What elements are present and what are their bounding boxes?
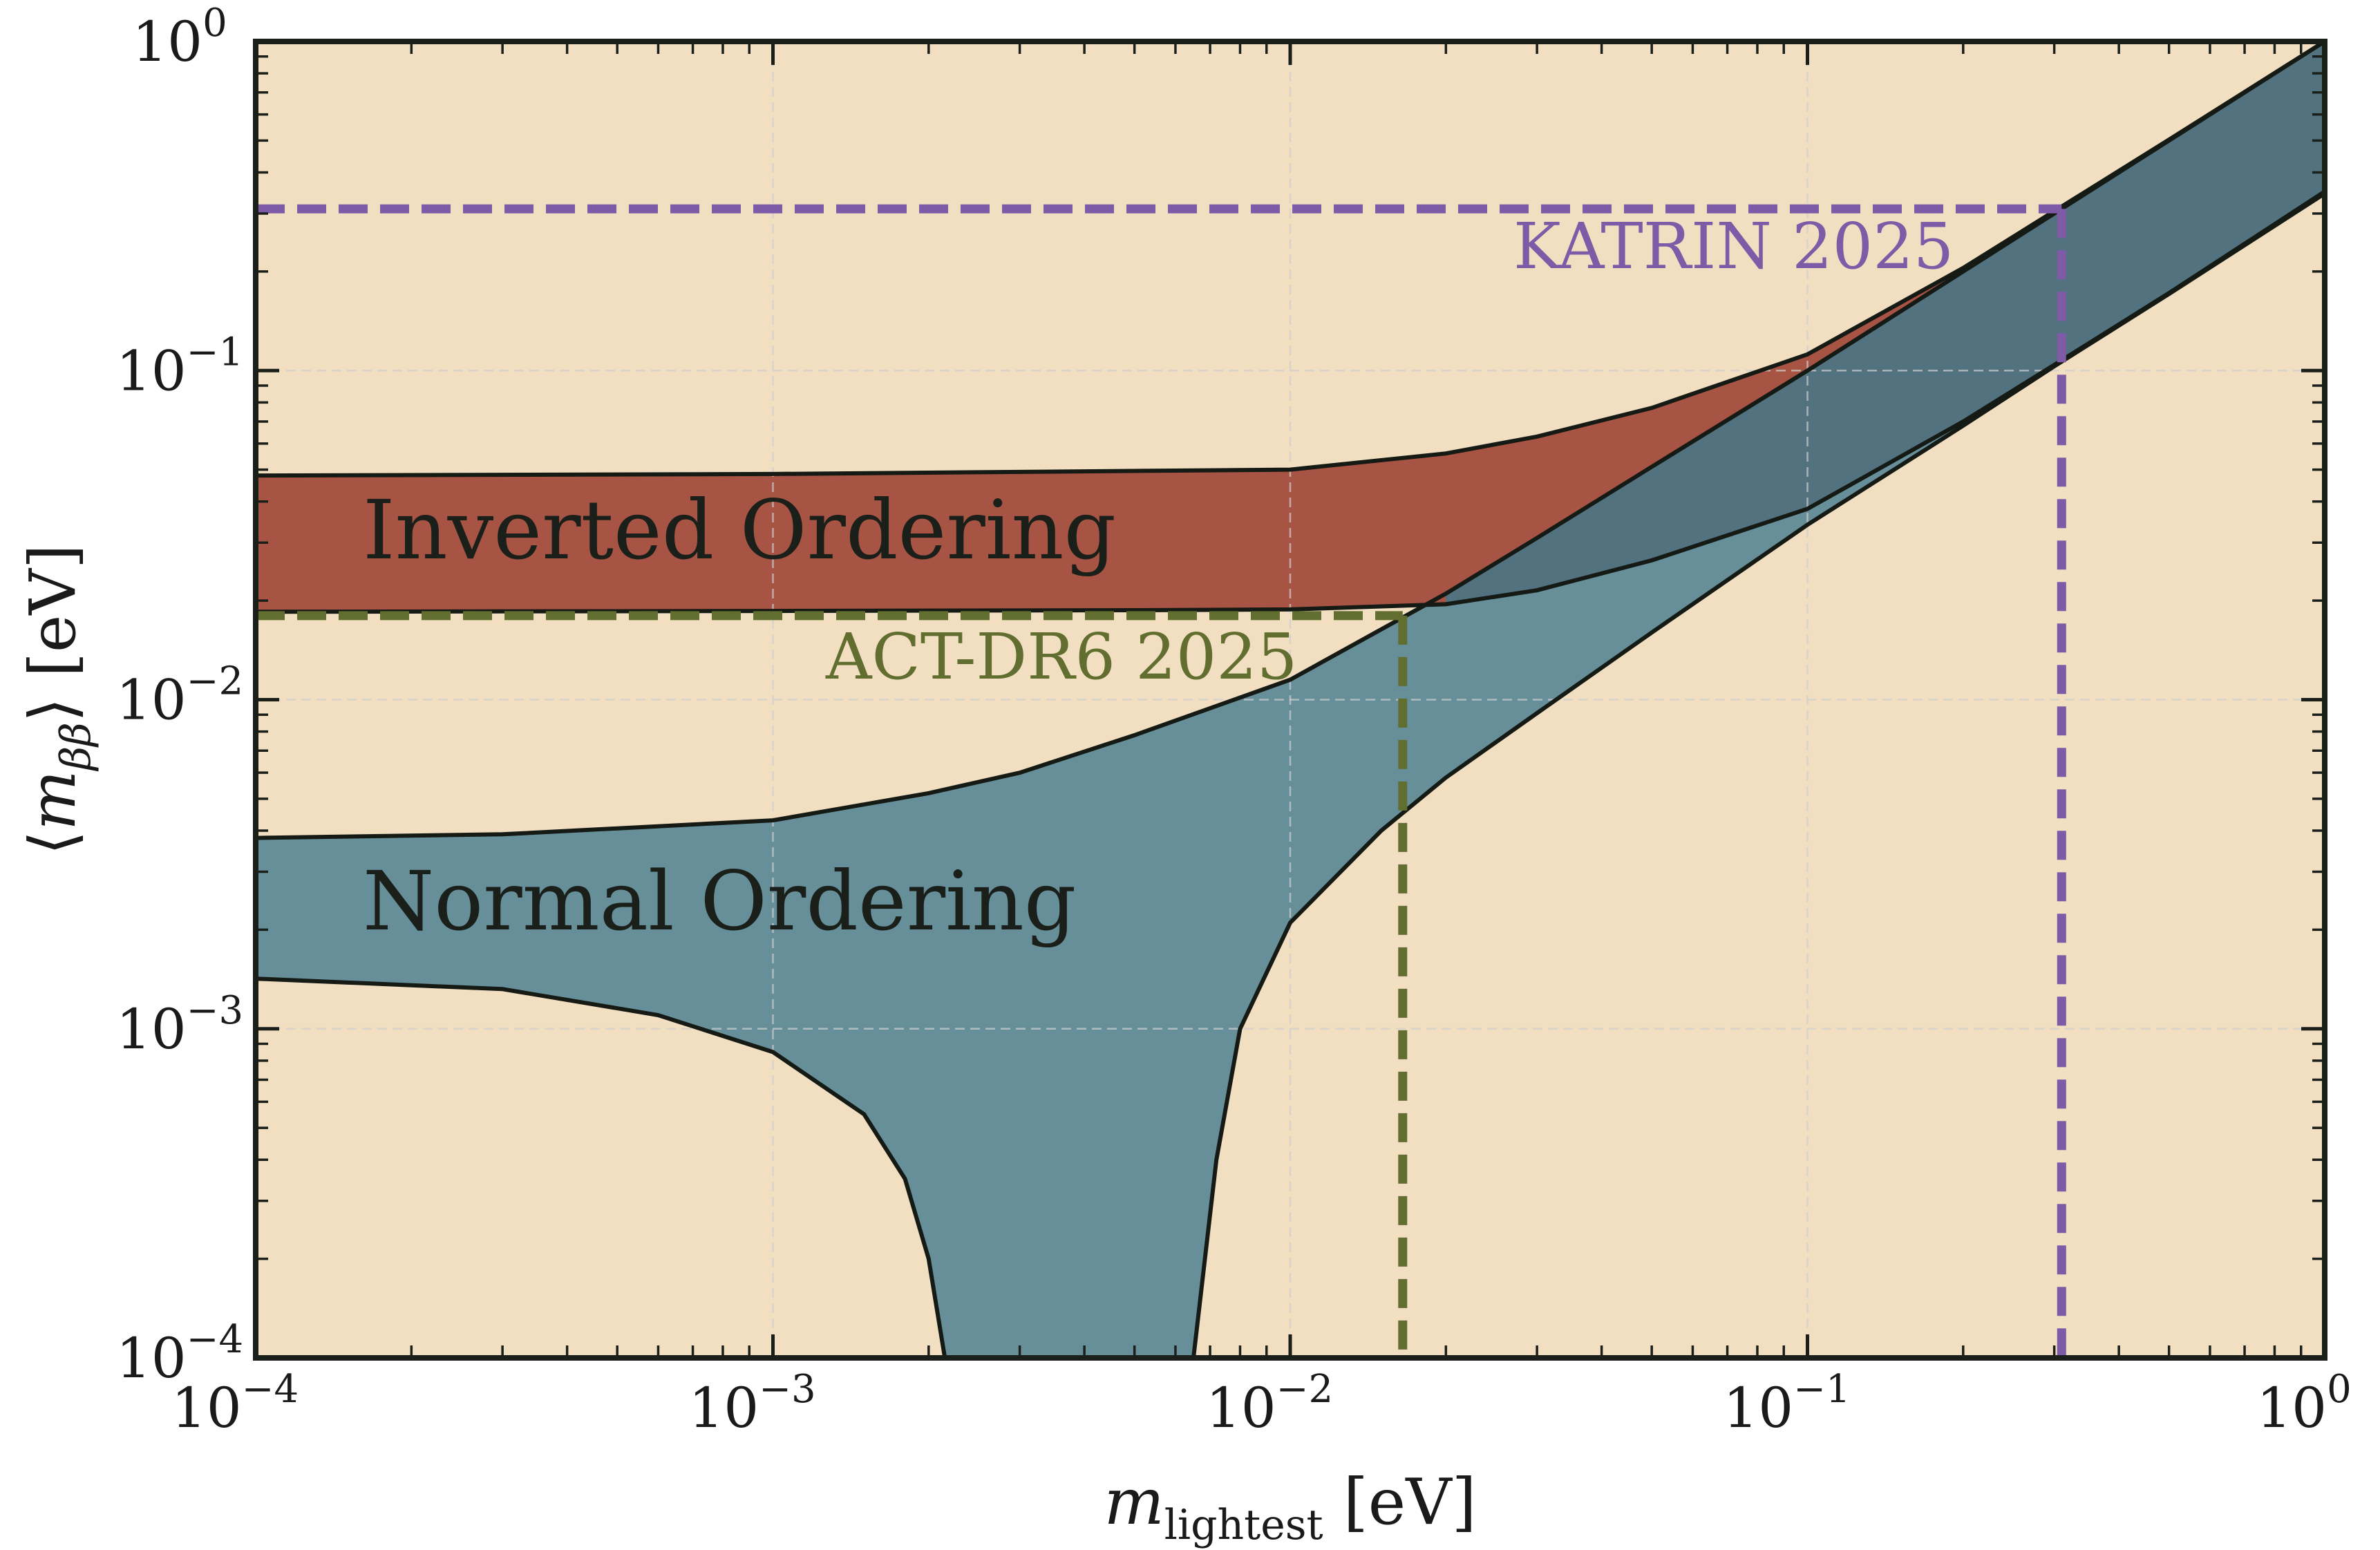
y-tick-label: 10−2 xyxy=(116,659,243,733)
x-tick-label: 10−3 xyxy=(688,1367,815,1440)
inverted-ordering-label: Inverted Ordering xyxy=(363,482,1116,578)
normal-ordering-label: Normal Ordering xyxy=(363,853,1076,949)
x-tick-label: 10−4 xyxy=(171,1367,299,1440)
experimental-limits xyxy=(256,204,2066,1358)
grid-lines xyxy=(256,41,2325,1358)
x-axis-title: mlightest [eV] xyxy=(1104,1465,1476,1549)
x-tick-label: 100 xyxy=(2256,1367,2351,1440)
region-boundaries xyxy=(256,41,2325,1358)
y-tick-label: 10−3 xyxy=(116,988,243,1061)
katrin-limit-label: KATRIN 2025 xyxy=(1513,209,1954,283)
y-tick-label: 10−1 xyxy=(116,330,243,403)
x-tick-label: 10−1 xyxy=(1723,1367,1850,1440)
annotations: Inverted Ordering Normal Ordering KATRIN 2… xyxy=(363,209,1954,949)
plot-frame xyxy=(253,39,2327,1361)
axis-titles: mlightest [eV] ⟨mββ⟩ [eV] xyxy=(16,544,1477,1549)
act-dr6-limit-label: ACT-DR6 2025 xyxy=(825,620,1297,694)
tick-labels: 10−4 10−3 10−2 10−1 100 10−4 10−3 10−2 10−1 100 xyxy=(116,1,2352,1440)
x-tick-label: 10−2 xyxy=(1206,1367,1333,1440)
normal-ordering-upper-boundary xyxy=(256,41,2325,840)
y-tick-label: 100 xyxy=(132,1,227,74)
normal-ordering-lower-boundary xyxy=(256,191,2325,1358)
y-tick-label: 10−4 xyxy=(116,1317,243,1390)
y-axis-title: ⟨mββ⟩ [eV] xyxy=(16,544,100,855)
